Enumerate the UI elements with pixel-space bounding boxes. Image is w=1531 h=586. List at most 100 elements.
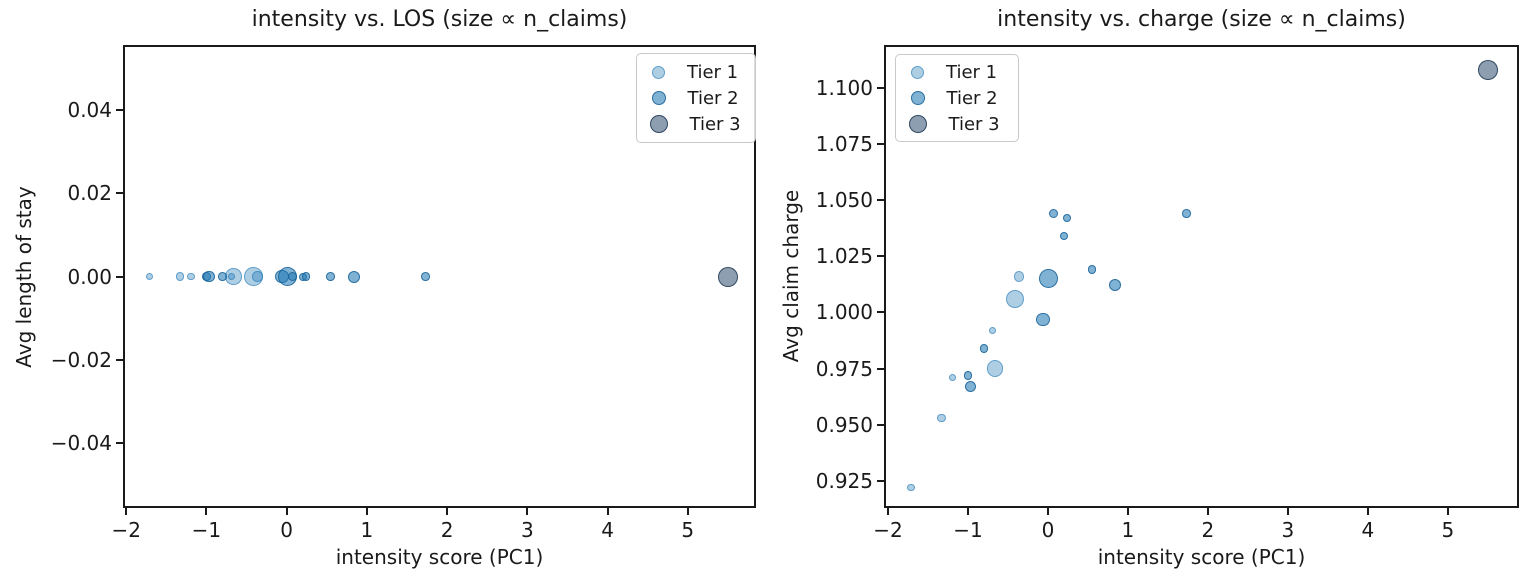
scatter-point [145, 272, 154, 281]
x-tick-label: −1 [953, 518, 983, 542]
tier3-marker-icon [908, 115, 927, 133]
right-plot-ylabel: Avg claim charge [779, 189, 803, 363]
right-plot-xlabel: intensity score (PC1) [1097, 545, 1306, 569]
x-tick-mark [365, 508, 368, 515]
scatter-point [1059, 232, 1068, 241]
scatter-point [1005, 289, 1025, 309]
x-tick-label: −1 [191, 518, 222, 542]
x-tick-mark [1126, 508, 1129, 515]
scatter-point [1182, 209, 1191, 218]
x-tick-label: 3 [520, 518, 534, 542]
x-tick-mark [966, 508, 969, 515]
left-plot-ylabel: Avg length of stay [12, 186, 36, 368]
y-tick-mark [116, 192, 123, 195]
x-tick-mark [886, 508, 889, 515]
y-tick-mark [116, 108, 123, 111]
scatter-point [287, 271, 297, 282]
y-tick-mark [877, 86, 884, 89]
left-plot-legend: Tier 1 Tier 2 Tier 3 [636, 53, 756, 143]
x-tick-label: 0 [1041, 518, 1055, 542]
y-tick-label: 0.02 [67, 181, 112, 206]
y-tick-label: −0.04 [50, 431, 112, 456]
scatter-point [1087, 265, 1097, 275]
y-tick-mark [877, 255, 884, 258]
y-tick-label: 0.00 [67, 264, 112, 289]
scatter-point [1039, 269, 1059, 289]
y-tick-mark [877, 199, 884, 202]
scatter-point [949, 373, 957, 382]
x-tick-label: 3 [1281, 518, 1295, 542]
x-tick-label: 1 [360, 518, 374, 542]
tier1-marker-icon [911, 65, 924, 79]
y-tick-mark [877, 423, 884, 426]
scatter-point [187, 272, 195, 281]
x-tick-mark [1366, 508, 1369, 515]
scatter-point [1109, 279, 1122, 292]
x-tick-mark [1206, 508, 1209, 515]
x-tick-mark [446, 508, 449, 515]
scatter-point [989, 326, 997, 334]
y-tick-label: 0.04 [67, 97, 112, 122]
left-plot-title: intensity vs. LOS (size ∝ n_claims) [251, 7, 628, 32]
scatter-point [1013, 271, 1025, 282]
y-tick-mark [116, 442, 123, 445]
scatter-point [301, 272, 311, 281]
x-tick-label: −2 [111, 518, 141, 542]
x-tick-mark [526, 508, 529, 515]
y-tick-label: 1.025 [815, 244, 873, 269]
scatter-point [963, 371, 973, 380]
x-tick-mark [1046, 508, 1049, 515]
right-plot-title: intensity vs. charge (size ∝ n_claims) [997, 7, 1406, 32]
scatter-point [218, 272, 227, 281]
legend-item-tier2: Tier 2 [637, 85, 755, 111]
scatter-point [1477, 59, 1498, 80]
legend-item-tier3: Tier 3 [637, 111, 755, 137]
scatter-point [986, 360, 1004, 377]
x-tick-mark [205, 508, 208, 515]
y-tick-mark [877, 367, 884, 370]
scatter-point [964, 380, 977, 393]
y-tick-mark [877, 311, 884, 314]
y-tick-label: 1.000 [815, 300, 873, 325]
y-tick-label: 1.075 [815, 131, 873, 156]
x-tick-mark [606, 508, 609, 515]
y-tick-label: 0.975 [815, 356, 873, 381]
x-tick-mark [125, 508, 128, 515]
scatter-point [907, 484, 915, 492]
x-tick-label: 5 [681, 518, 695, 542]
x-tick-label: 1 [1121, 518, 1135, 542]
tier2-marker-icon [910, 91, 925, 105]
scatter-point [225, 268, 242, 285]
scatter-point [1062, 213, 1072, 223]
tier2-marker-icon [651, 91, 666, 105]
scatter-point [1036, 312, 1050, 326]
legend-item-tier3: Tier 3 [896, 111, 1018, 137]
scatter-point [203, 270, 215, 283]
scatter-point [175, 272, 185, 281]
legend-item-tier1: Tier 1 [896, 59, 1018, 85]
x-tick-label: 4 [1361, 518, 1375, 542]
x-tick-label: 5 [1441, 518, 1455, 542]
y-tick-mark [877, 480, 884, 483]
scatter-point [252, 271, 264, 282]
x-tick-label: −2 [873, 518, 903, 542]
scatter-point [937, 413, 946, 423]
x-tick-label: 4 [601, 518, 614, 542]
x-tick-label: 0 [280, 518, 294, 542]
scatter-point [421, 272, 430, 281]
y-tick-mark [116, 358, 123, 361]
y-tick-label: 1.050 [815, 188, 873, 213]
x-tick-mark [285, 508, 288, 515]
legend-item-tier2: Tier 2 [896, 85, 1018, 111]
y-tick-mark [877, 142, 884, 145]
y-tick-label: 0.925 [815, 469, 873, 494]
x-tick-mark [686, 508, 689, 515]
scatter-point [717, 266, 738, 287]
right-plot-legend: Tier 1 Tier 2 Tier 3 [895, 54, 1019, 142]
tier3-marker-icon [649, 115, 668, 133]
y-tick-mark [116, 275, 123, 278]
y-tick-label: 0.950 [815, 412, 873, 437]
x-tick-label: 2 [440, 518, 454, 542]
scatter-point [979, 344, 989, 353]
